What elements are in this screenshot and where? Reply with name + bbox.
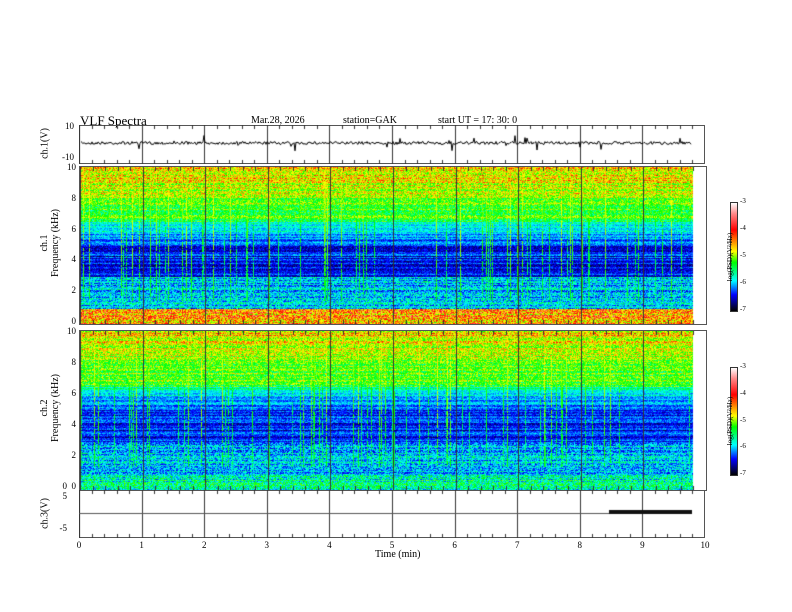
colorbar-tick-label: -7 bbox=[740, 469, 746, 477]
colorbar-tick-label: -5 bbox=[740, 251, 746, 259]
ch1-ytick: -10 bbox=[62, 152, 74, 162]
ch1-spectrogram-ylabel: ch.1 Frequency (kHz) bbox=[39, 188, 61, 298]
colorbar-tick-label: -6 bbox=[740, 278, 746, 286]
frequency-tick-label: 0 bbox=[71, 316, 77, 326]
frequency-tick-label: 6 bbox=[71, 388, 77, 398]
frequency-tick-label: 8 bbox=[71, 357, 77, 367]
ylabel-frequency: Frequency (kHz) bbox=[50, 373, 61, 443]
colorbar-tick-label: -4 bbox=[740, 388, 746, 397]
x-tick-label: 10 bbox=[700, 540, 710, 550]
ch3-waveform bbox=[79, 490, 705, 538]
x-tick-label: 5 bbox=[389, 540, 395, 550]
ylabel-frequency: Frequency (kHz) bbox=[50, 208, 61, 278]
x-tick-label: 7 bbox=[514, 540, 520, 550]
ch3-ytick: -5 bbox=[59, 523, 68, 533]
x-tick-label: 9 bbox=[640, 540, 645, 550]
frequency-tick-label: 10 bbox=[67, 326, 76, 336]
x-tick-label: 8 bbox=[577, 540, 583, 550]
x-tick-label: 1 bbox=[139, 540, 144, 550]
x-tick-label: 0 bbox=[76, 540, 82, 550]
frequency-tick-label: 10 bbox=[67, 162, 76, 172]
ylabel-channel: ch.1 bbox=[39, 234, 50, 252]
colorbar-tick-label: -3 bbox=[740, 362, 746, 370]
colorbar-tick-label: -7 bbox=[740, 305, 746, 313]
x-tick-label: 2 bbox=[201, 540, 207, 550]
ylabel-channel: ch.2 bbox=[39, 399, 50, 417]
x-tick-label: 3 bbox=[264, 540, 270, 550]
frequency-tick-label: 2 bbox=[71, 450, 77, 460]
ch2-colorbar bbox=[730, 367, 738, 476]
frequency-tick-label: 4 bbox=[71, 254, 77, 265]
ch2-spectrogram bbox=[79, 330, 707, 491]
ch3-ytick: 0 bbox=[62, 481, 68, 491]
frequency-tick-label: 6 bbox=[71, 223, 77, 234]
frequency-tick-label: 2 bbox=[71, 285, 77, 296]
ch3-ylabel: ch.3(V) bbox=[39, 498, 51, 529]
ch2-spectrogram-ylabel: ch.2 Frequency (kHz) bbox=[39, 353, 61, 463]
frequency-tick-label: 0 bbox=[71, 481, 77, 491]
ch1-colorbar-label: log(PSD)(V²/Hz) bbox=[726, 232, 735, 282]
colorbar-tick-label: -6 bbox=[740, 442, 746, 451]
x-axis-label: Time (min) bbox=[375, 549, 421, 560]
colorbar-tick-label: -5 bbox=[740, 415, 746, 424]
frequency-tick-label: 8 bbox=[71, 192, 77, 203]
ch1-ytick: 10 bbox=[65, 121, 74, 131]
ch1-spectrogram bbox=[79, 166, 707, 325]
ch2-colorbar-label: log(PSD)(V²/Hz) bbox=[726, 396, 735, 446]
ch1-colorbar bbox=[730, 202, 738, 312]
start-time-label: start UT = 17: 30: 0 bbox=[438, 115, 518, 126]
ch1-ylabel: ch.1(V) bbox=[39, 128, 51, 159]
station-label: station=GAK bbox=[343, 115, 397, 126]
frequency-tick-label: 4 bbox=[71, 419, 77, 429]
figure-title: VLF Spectra bbox=[80, 113, 147, 128]
ch1-waveform bbox=[79, 125, 705, 164]
x-tick-label: 4 bbox=[327, 540, 332, 550]
x-tick-label: 6 bbox=[452, 540, 457, 550]
colorbar-tick-label: -3 bbox=[740, 197, 746, 205]
ch3-ytick: 5 bbox=[62, 491, 68, 501]
colorbar-tick-label: -4 bbox=[740, 224, 746, 232]
date-label: Mar.28, 2026 bbox=[251, 115, 305, 126]
